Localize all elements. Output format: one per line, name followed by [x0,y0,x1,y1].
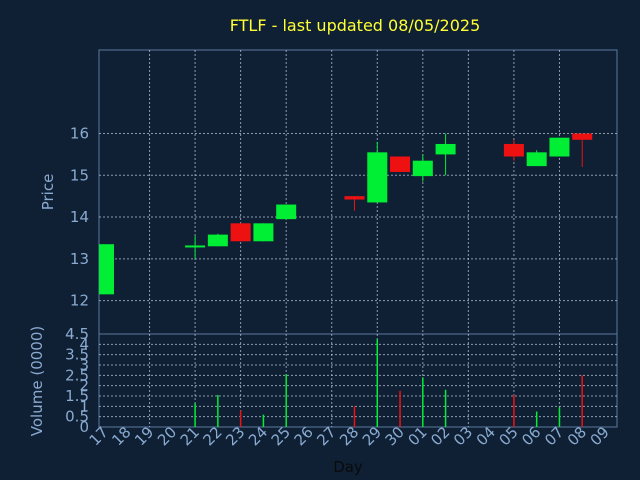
candle [99,244,114,295]
volume-panel: 00.511.522.533.544.5 [65,325,618,436]
candle [276,204,297,220]
volume-tick-label: 2 [79,377,89,395]
candle [367,141,388,203]
price-panel: 12 13 14 15 16 [70,49,618,335]
candle-body [230,223,251,242]
candle-body [344,196,365,200]
candle-body [572,133,593,140]
price-tick-label: 13 [70,250,89,268]
volume-tick-label: 0 [79,418,89,436]
price-tick-label: 16 [70,125,89,143]
candle-body [526,152,547,167]
candle [185,235,206,259]
x-axis-label: Day [333,458,363,476]
candle-body [367,152,388,203]
volume-tick-label: 4 [79,335,89,353]
price-tick-label: 14 [70,208,89,226]
candle-body [503,143,524,157]
candle [390,156,411,172]
volume-tick-label: 2.5 [65,366,89,384]
price-frame [98,49,618,335]
candle-body [435,143,456,155]
volume-frame [98,333,618,428]
candle-body [253,223,274,242]
candle-body [412,160,433,177]
price-axis-label: Price [39,174,57,211]
volume-tick-label: 0.5 [65,408,89,426]
candle-body [207,234,228,247]
candle [549,137,570,157]
candle [412,154,433,182]
chart-title: FTLF - last updated 08/05/2025 [230,16,481,35]
volume-tick-label: 1 [79,397,89,415]
candle-body [276,204,297,220]
candle-body [390,156,411,172]
candle [207,233,228,247]
volume-tick-label: 4.5 [65,325,89,343]
price-tick-label: 12 [70,292,89,310]
candle [253,223,274,242]
candle [572,133,593,167]
candle-body [549,137,570,157]
volume-tick-label: 1.5 [65,387,89,405]
candle [230,223,251,242]
candle-body [99,244,114,295]
volume-tick-label: 3.5 [65,346,89,364]
candle [344,196,365,211]
volume-axis-label: Volume (0000) [28,326,46,436]
candle [526,150,547,167]
candle [503,139,524,161]
candle-body [185,245,206,248]
candle [435,133,456,176]
price-tick-label: 15 [70,166,89,184]
volume-tick-label: 3 [79,356,89,374]
